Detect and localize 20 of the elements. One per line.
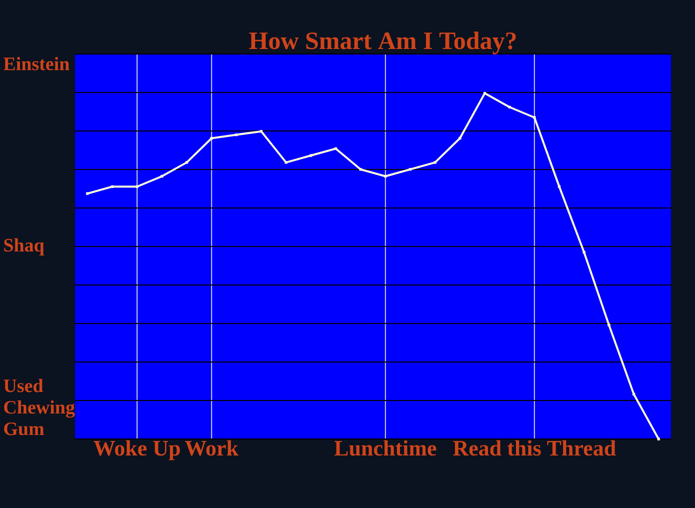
- text: Einstein: [4, 56, 70, 70]
- point: [334, 147, 338, 150]
- x-tick-label: Woke Up: [94, 440, 180, 460]
- point: [558, 185, 561, 188]
- point: [185, 161, 188, 164]
- text: Used Chewing Gum: [4, 378, 75, 436]
- x-tick-label: Work: [185, 440, 238, 456]
- point: [384, 174, 387, 178]
- point: [235, 133, 238, 136]
- point: [458, 136, 462, 140]
- chart-title: How Smart Am I Today?: [249, 32, 516, 54]
- point: [408, 168, 412, 171]
- text: Shaq: [4, 238, 44, 256]
- point: [632, 392, 636, 396]
- point: [210, 136, 213, 140]
- x-tick-label: Lunchtime: [334, 440, 436, 456]
- point: [160, 174, 164, 178]
- point: [582, 250, 586, 254]
- x-tick-label: Read this Thread: [453, 440, 616, 456]
- point: [110, 185, 114, 188]
